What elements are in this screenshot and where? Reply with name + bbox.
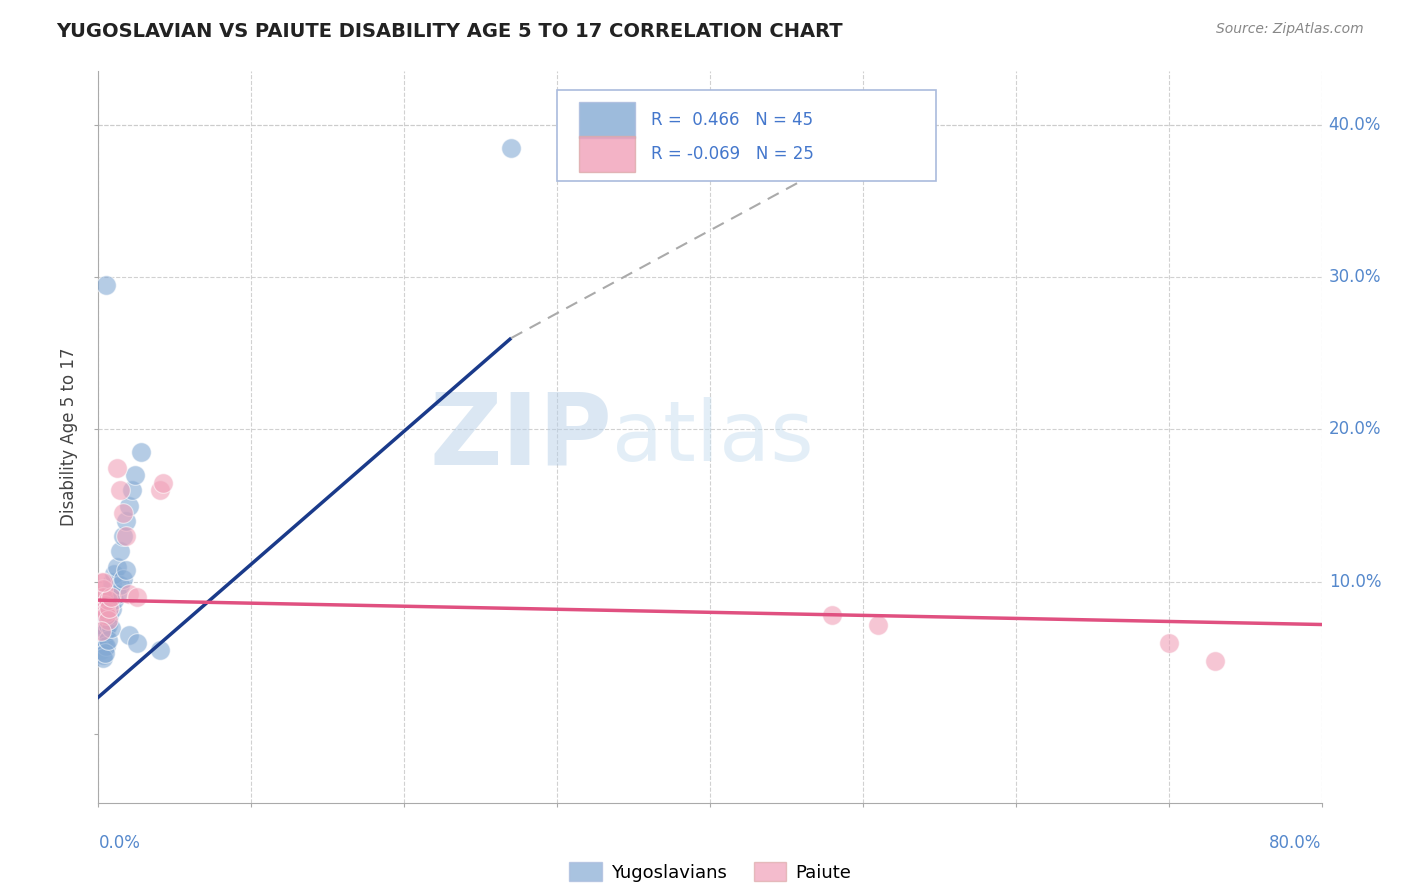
Point [97,617,120,632]
Point [868,617,890,632]
Point [108,578,131,592]
Point [118,499,141,513]
Point [100,621,122,635]
Point [97,613,120,627]
Point [105,460,128,475]
Point [98,608,121,623]
Point [93,639,115,653]
Point [111,506,134,520]
Point [91,636,114,650]
Point [118,628,141,642]
Point [501,140,523,154]
Point [103,567,125,582]
Legend: Yugoslavians, Paiute: Yugoslavians, Paiute [562,855,858,888]
Point [93,607,115,621]
Point [90,632,112,646]
Point [100,582,122,597]
Point [115,563,138,577]
Point [90,574,112,589]
Point [108,544,131,558]
Point [93,624,115,638]
Point [100,590,122,604]
Text: atlas: atlas [612,397,814,477]
Point [97,632,120,647]
Point [111,529,134,543]
Point [90,624,112,638]
Point [115,529,138,543]
Point [124,468,146,483]
Point [111,572,134,586]
FancyBboxPatch shape [557,90,936,181]
Point [94,598,117,612]
Point [101,574,124,589]
Point [118,587,141,601]
Point [115,514,138,528]
Point [125,636,148,650]
Text: 20.0%: 20.0% [1329,420,1381,439]
Point [125,590,148,604]
Point [94,624,117,638]
Point [91,617,114,632]
Text: ZIP: ZIP [429,389,612,485]
Text: Source: ZipAtlas.com: Source: ZipAtlas.com [1216,22,1364,37]
Point [108,483,131,498]
Point [103,593,125,607]
Point [105,559,128,574]
Text: 10.0%: 10.0% [1329,573,1381,591]
Point [149,643,172,657]
Text: 40.0%: 40.0% [1329,116,1381,134]
Point [90,643,112,657]
Point [821,608,844,623]
Point [91,574,114,589]
Point [94,608,117,623]
FancyBboxPatch shape [579,103,636,138]
Text: YUGOSLAVIAN VS PAIUTE DISABILITY AGE 5 TO 17 CORRELATION CHART: YUGOSLAVIAN VS PAIUTE DISABILITY AGE 5 T… [56,22,842,41]
Point [93,598,115,612]
Point [93,602,115,616]
Point [129,445,152,459]
Text: 30.0%: 30.0% [1329,268,1381,286]
Point [90,613,112,627]
Point [91,648,114,662]
Point [94,277,117,292]
Point [93,608,115,623]
Point [98,600,121,615]
Text: R =  0.466   N = 45: R = 0.466 N = 45 [651,112,814,129]
Point [152,475,174,490]
Point [91,651,114,665]
Point [94,639,117,653]
Point [1157,636,1180,650]
Text: 0.0%: 0.0% [98,834,141,852]
Point [93,647,115,661]
Point [97,593,120,607]
Point [121,483,143,498]
Point [90,628,112,642]
Point [105,587,128,601]
Point [91,590,114,604]
Point [91,582,114,597]
Point [101,602,124,616]
Point [149,483,172,498]
Text: 80.0%: 80.0% [1270,834,1322,852]
Point [91,602,114,616]
Point [97,593,120,607]
Y-axis label: Disability Age 5 to 17: Disability Age 5 to 17 [60,348,79,526]
Point [1204,654,1226,668]
Point [98,590,121,604]
Text: R = -0.069   N = 25: R = -0.069 N = 25 [651,145,814,163]
Point [94,605,117,619]
FancyBboxPatch shape [579,136,636,172]
